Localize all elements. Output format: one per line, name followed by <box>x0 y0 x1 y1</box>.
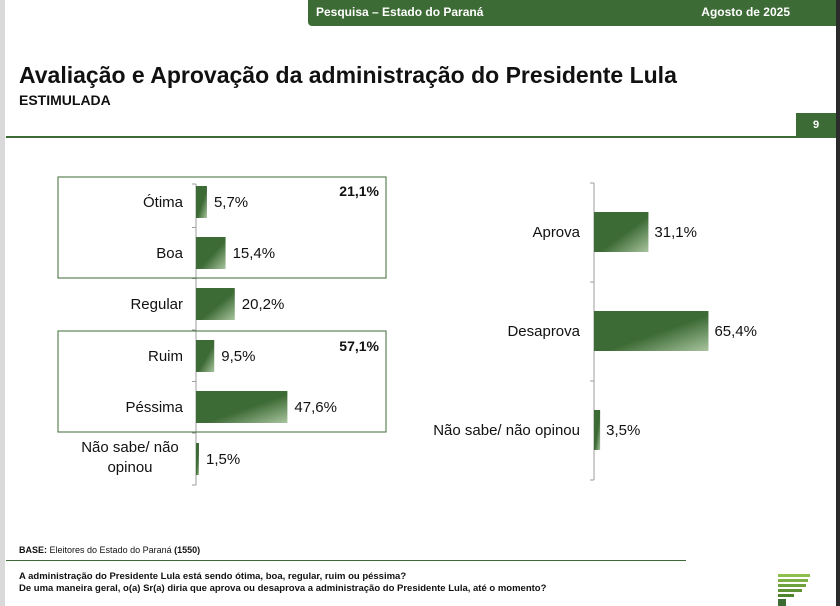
value-label-boa: 15,4% <box>233 245 276 262</box>
top-banner: Pesquisa – Estado do Paraná Agosto de 20… <box>308 0 836 26</box>
banner-survey-name: Pesquisa – Estado do Paraná <box>316 5 484 19</box>
base-label: BASE: <box>19 545 48 555</box>
category-label-nao-sabe-nao-opinou: opinou <box>107 459 152 476</box>
right-frame-border <box>836 0 840 606</box>
footer-base: BASE: Eleitores do Estado do Paraná (155… <box>19 545 200 555</box>
footer-question-approval: De uma maneira geral, o(a) Sr(a) diria q… <box>19 583 547 594</box>
footer-question-evaluation: A administração do Presidente Lula está … <box>19 571 407 582</box>
category-label-desaprova: Desaprova <box>507 323 580 340</box>
footer-divider <box>6 560 686 561</box>
bar-boa <box>196 237 226 269</box>
category-label-aprova: Aprova <box>532 224 580 241</box>
value-label-ruim: 9,5% <box>221 348 255 365</box>
header-divider <box>6 136 796 138</box>
value-label-nao-sabe-nao-opinou: 3,5% <box>606 422 640 439</box>
institute-logo-icon <box>778 574 810 606</box>
value-label-desaprova: 65,4% <box>714 323 757 340</box>
page-title: Avaliação e Aprovação da administração d… <box>19 62 677 88</box>
category-label-boa: Boa <box>156 245 183 262</box>
category-label-ruim: Ruim <box>148 348 183 365</box>
value-label-otima: 5,7% <box>214 194 248 211</box>
value-label-regular: 20,2% <box>242 296 285 313</box>
category-label-otima: Ótima <box>143 194 184 211</box>
group-total-positive: 21,1% <box>339 183 379 199</box>
bar-pessima <box>196 391 288 423</box>
page-number-badge: 9 <box>796 113 836 138</box>
value-label-nao-sabe-nao-opinou: 1,5% <box>206 451 240 468</box>
category-label-nao-sabe-nao-opinou: Não sabe/ não <box>81 439 179 456</box>
value-label-aprova: 31,1% <box>654 224 697 241</box>
positive-group-box <box>57 176 387 279</box>
bar-nao-sabe-nao-opinou <box>196 443 199 475</box>
negative-group-box <box>57 330 387 433</box>
category-label-regular: Regular <box>130 296 183 313</box>
bar-aprova <box>594 212 649 252</box>
base-text: Eleitores do Estado do Paraná <box>49 545 172 555</box>
bar-desaprova <box>594 311 709 351</box>
bar-regular <box>196 288 235 320</box>
left-frame-border <box>0 0 5 606</box>
value-label-pessima: 47,6% <box>294 399 337 416</box>
group-total-negative: 57,1% <box>339 338 379 354</box>
bar-nao-sabe-nao-opinou <box>594 410 601 450</box>
category-label-nao-sabe-nao-opinou: Não sabe/ não opinou <box>433 422 580 439</box>
bar-ruim <box>196 340 215 372</box>
page-subtitle: ESTIMULADA <box>19 92 111 108</box>
base-count: (1550) <box>174 545 201 555</box>
category-label-pessima: Péssima <box>125 399 183 416</box>
banner-date: Agosto de 2025 <box>701 5 790 19</box>
bar-otima <box>196 186 207 218</box>
